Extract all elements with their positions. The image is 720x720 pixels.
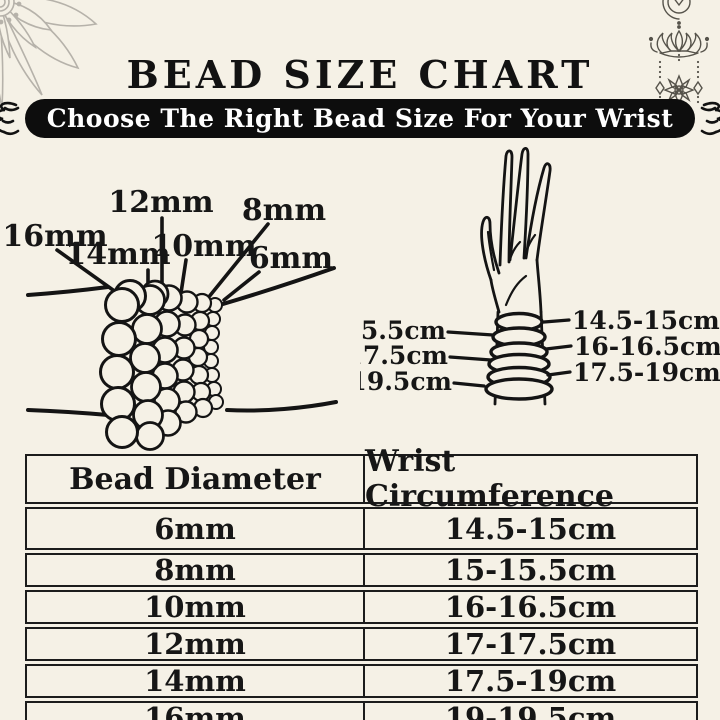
- table-cell-wrist: 17-17.5cm: [363, 627, 696, 661]
- table-header-wrist-circumference: Wrist Circumference: [363, 444, 696, 514]
- table-cell-wrist: 17.5-19cm: [363, 664, 696, 698]
- hand-outline: [480, 146, 552, 406]
- table-cell-bead: 16mm: [144, 701, 246, 720]
- bead-size-label-10mm: 10mm: [151, 229, 256, 264]
- bead-strands: [99, 279, 224, 451]
- banner-row: Choose The Right Bead Size For Your Wris…: [0, 99, 720, 138]
- table-cell-bead: 10mm: [144, 590, 246, 624]
- bead-size-label-12mm: 12mm: [108, 185, 213, 220]
- wrist-size-label-15-15-5: 15-15.5cm: [360, 316, 446, 345]
- bead-size-label-16mm: 16mm: [2, 219, 107, 254]
- table-cell-bead: 6mm: [154, 511, 236, 546]
- table-header-row: Bead Diameter Wrist Circumference: [25, 444, 698, 514]
- flourish-right-icon: [700, 101, 720, 135]
- banner-pill: Choose The Right Bead Size For Your Wris…: [24, 99, 696, 138]
- table-row: 10mm 16-16.5cm: [25, 590, 698, 624]
- page-title: BEAD SIZE CHART: [126, 52, 594, 97]
- table-header-bead-diameter: Bead Diameter: [69, 461, 321, 497]
- leader-lines: [55, 216, 270, 302]
- table-row: 14mm 17.5-19cm: [25, 664, 698, 698]
- wrist-size-label-14-5-15: 14.5-15cm: [572, 306, 720, 335]
- bead-size-label-14mm: 14mm: [65, 237, 170, 272]
- bangles: [484, 311, 554, 401]
- table-row: 16mm 19-19.5cm: [25, 701, 698, 720]
- table-cell-wrist: 15-15.5cm: [363, 553, 696, 587]
- wrist-measurement-diagram: 15-15.5cm 17-17.5cm 19-19.5cm 14.5-15cm …: [360, 146, 720, 406]
- flourish-left-icon: [0, 101, 20, 135]
- wrist-size-label-16-16-5: 16-16.5cm: [574, 332, 720, 361]
- size-table: Bead Diameter Wrist Circumference 6mm 14…: [25, 444, 698, 720]
- table-row: 6mm 14.5-15cm: [25, 507, 698, 550]
- table-cell-wrist: 16-16.5cm: [363, 590, 696, 624]
- table-cell-bead: 14mm: [144, 664, 246, 698]
- bead-size-label-8mm: 8mm: [242, 193, 327, 228]
- table-row: 12mm 17-17.5cm: [25, 627, 698, 661]
- table-cell-bead: 8mm: [154, 553, 236, 587]
- table-row: 8mm 15-15.5cm: [25, 553, 698, 587]
- table-cell-bead: 12mm: [144, 627, 246, 661]
- wrist-size-label-19-19-5: 19-19.5cm: [360, 367, 452, 396]
- table-cell-wrist: 14.5-15cm: [363, 509, 696, 548]
- mandala-corner-ornament-icon: [0, 0, 98, 109]
- table-cell-wrist: 19-19.5cm: [363, 701, 696, 720]
- wrist-outline: [26, 266, 338, 417]
- leader-lines: [446, 318, 573, 388]
- bead-size-label-6mm: 6mm: [249, 241, 334, 276]
- bracelet-size-diagram: 16mm 14mm 12mm 10mm 8mm 6mm: [2, 185, 338, 451]
- wrist-size-label-17-5-19: 17.5-19cm: [573, 358, 720, 387]
- wrist-size-label-17-17-5: 17-17.5cm: [360, 341, 448, 370]
